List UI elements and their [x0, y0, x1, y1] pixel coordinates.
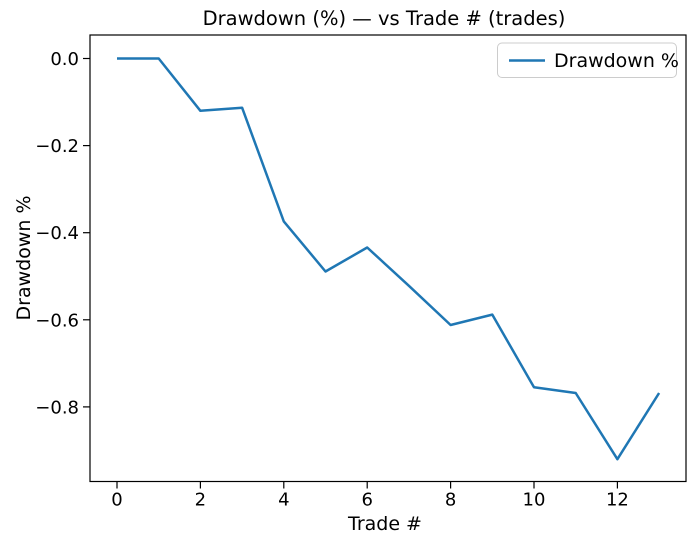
legend-box	[497, 42, 677, 78]
legend-entry-label: Drawdown %	[554, 50, 679, 72]
x-tick-label: 6	[361, 490, 372, 511]
chart-title: Drawdown (%) — vs Trade # (trades)	[203, 7, 566, 30]
x-axis-label: Trade #	[347, 513, 422, 535]
y-tick-label: −0.2	[35, 136, 79, 157]
x-tick-label: 10	[523, 490, 546, 511]
x-tick-label: 2	[195, 490, 206, 511]
x-tick-label: 8	[445, 490, 456, 511]
legend: Drawdown %	[497, 42, 679, 78]
drawdown-line-series	[117, 57, 661, 461]
x-tick-label: 4	[278, 490, 289, 511]
y-axis-ticks: 0.0 −0.2 −0.4 −0.6 −0.8	[35, 49, 90, 418]
x-axis-ticks: 0 2 4 6 8 10 12	[111, 481, 629, 511]
y-axis-label: Drawdown %	[13, 196, 35, 321]
y-tick-label: −0.6	[35, 310, 79, 331]
y-tick-label: −0.8	[35, 397, 79, 418]
x-tick-label: 12	[606, 490, 629, 511]
plot-area-border	[89, 34, 687, 483]
y-tick-label: 0.0	[50, 49, 79, 70]
y-tick-label: −0.4	[35, 223, 79, 244]
x-tick-label: 0	[111, 490, 122, 511]
